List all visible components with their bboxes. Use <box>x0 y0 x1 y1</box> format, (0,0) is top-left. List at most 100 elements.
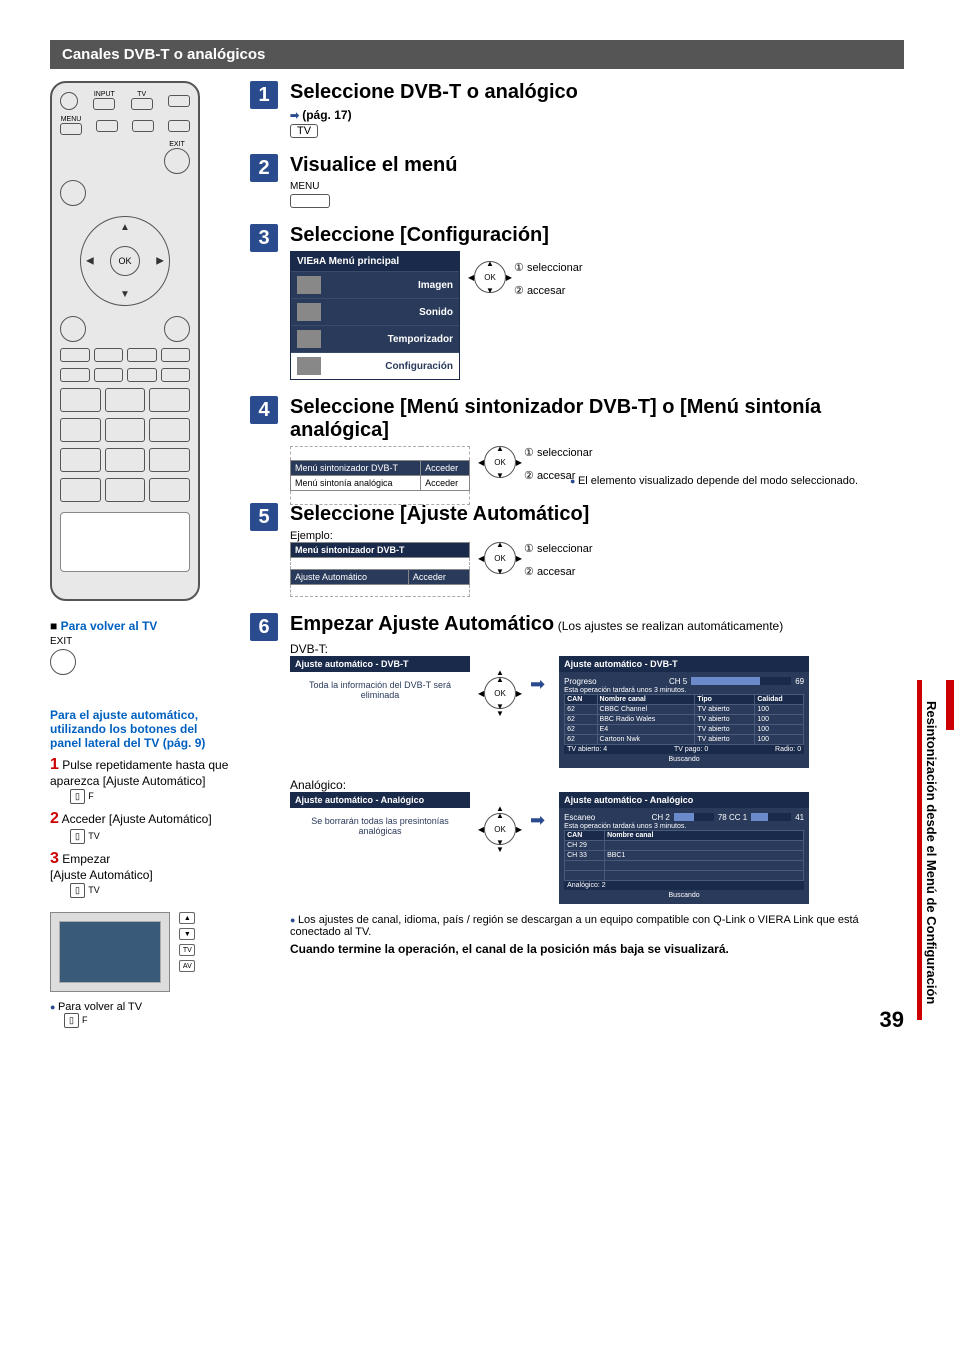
ok-control-6a: ▲ ◀OK▶ ▼ <box>484 668 516 718</box>
menu-item-temporizador: Temporizador <box>327 334 453 345</box>
remote-tv-label: TV <box>137 91 146 98</box>
seleccionar-4: seleccionar <box>537 447 593 459</box>
step-6-num: 6 <box>250 613 278 641</box>
page-number: 39 <box>880 1007 904 1033</box>
main-menu-panel: VIEᴙA Menú principal Imagen Sonido Tempo… <box>290 251 460 380</box>
dvbt-scan-panel: Ajuste automático - DVB-T Progreso CH 5 … <box>559 656 809 768</box>
step-2-title: Visualice el menú <box>290 154 904 177</box>
circ1-4: ① <box>524 447 534 459</box>
step-4-title: Seleccione [Menú sintonizador DVB-T] o [… <box>290 396 904 442</box>
buscando-2: Buscando <box>564 890 804 901</box>
circ1: ① <box>514 262 524 274</box>
accesar-3: accesar <box>527 285 566 297</box>
ana-cc: 78 CC 1 <box>718 813 747 822</box>
step-6: 6 Empezar Ajuste Automático (Los ajustes… <box>250 613 904 956</box>
step-5: 5 Seleccione [Ajuste Automático] Ejemplo… <box>250 503 904 597</box>
dvbt-menu-hdr: Menú sintonizador DVB-T <box>291 543 470 558</box>
dvbt-scan-hdr: Ajuste automático - DVB-T <box>559 656 809 672</box>
ok-control-4: ◀OK▶ <box>484 446 516 478</box>
remote-input-label: INPUT <box>94 91 115 98</box>
side-step3-btn: TV <box>88 885 100 895</box>
step-1: 1 Seleccione DVB-T o analógico (pág. 17)… <box>250 81 904 138</box>
ana-info-msg: Se borrarán todas las presintonías analó… <box>290 808 470 844</box>
auto-title: Para el ajuste automático, utilizando lo… <box>50 708 230 750</box>
menu-item-sonido: Sonido <box>327 307 453 318</box>
ejemplo-label: Ejemplo: <box>290 530 904 542</box>
tv-button: TV <box>290 124 318 138</box>
seleccionar-5: seleccionar <box>537 543 593 555</box>
tv-button-icon: ▯ <box>70 829 85 844</box>
step-1-ref: (pág. 17) <box>290 108 904 122</box>
f-button-icon: ▯ <box>70 789 85 804</box>
dvbt-info-panel: Ajuste automático - DVB-T Toda la inform… <box>290 656 470 708</box>
tv-pago-count: TV pago: 0 <box>674 746 708 753</box>
acceder-1: Acceder <box>421 461 470 476</box>
dvbt-label: DVB-T: <box>290 642 904 656</box>
ana-wait: Esta operación tardará unos 3 minutos. <box>564 823 804 830</box>
side-step2-text: Acceder [Ajuste Automático] <box>62 812 212 826</box>
dvbt-pct: 69 <box>795 677 804 686</box>
step-6-paren: (Los ajustes se realizan automáticamente… <box>558 619 783 633</box>
ana-info-hdr: Ajuste automático - Analógico <box>290 792 470 808</box>
acceder-2: Acceder <box>421 476 470 491</box>
remote-illustration: INPUT TV MENU <box>50 81 200 601</box>
return-tv-bottom: Para volver al TV ▯ F <box>50 1001 230 1028</box>
step-3-num: 3 <box>250 224 278 252</box>
menu-label: MENU <box>290 181 904 192</box>
step6-note: Los ajustes de canal, idioma, país / reg… <box>290 914 904 938</box>
menu-item-imagen: Imagen <box>327 280 453 291</box>
remote-exit-label: EXIT <box>169 141 185 148</box>
ok-control-3: ◀OK▶ <box>474 261 506 293</box>
step-4-num: 4 <box>250 396 278 424</box>
ana-info-panel: Ajuste automático - Analógico Se borrará… <box>290 792 470 844</box>
ana-ch: CH 2 <box>652 813 670 822</box>
tv-illustration <box>50 912 170 992</box>
dvbt-ch: CH 5 <box>669 677 687 686</box>
auto-setup-note: Para el ajuste automático, utilizando lo… <box>50 708 230 1028</box>
progreso-label: Progreso <box>564 677 596 686</box>
step4-note: El elemento visualizado depende del modo… <box>570 475 904 487</box>
step-5-num: 5 <box>250 503 278 531</box>
row-dvbt: Menú sintonizador DVB-T <box>291 461 421 476</box>
side-step2-btn: TV <box>88 831 100 841</box>
side-tab: Resintonización desde el Menú de Configu… <box>917 680 939 1020</box>
menu-button-icon <box>290 194 330 208</box>
dvbt-info-hdr: Ajuste automático - DVB-T <box>290 656 470 672</box>
side-step3b-text: [Ajuste Automático] <box>50 868 153 882</box>
seleccionar-3: seleccionar <box>527 262 583 274</box>
remote-menu-label: MENU <box>61 116 82 123</box>
ana-pct: 41 <box>795 813 804 822</box>
section-header: Canales DVB-T o analógicos <box>50 40 904 69</box>
ana-scan-table: CANNombre canal CH 29 CH 33BBC1 <box>564 830 804 881</box>
return-tv-title: Para volver al TV <box>61 619 158 633</box>
step-4: 4 Seleccione [Menú sintonizador DVB-T] o… <box>250 396 904 487</box>
tv-side-buttons: ▲▼TVAV <box>179 912 195 972</box>
remote-ok-button: OK <box>110 246 140 276</box>
ok-control-6b: ▲ ◀OK▶ ▼ <box>484 804 516 854</box>
dvbt-info-msg: Toda la información del DVB-T será elimi… <box>290 672 470 708</box>
menu-item-configuracion: Configuración <box>327 361 453 372</box>
dvbt-scan-table: CANNombre canalTipoCalidad 62CBBC Channe… <box>564 694 804 745</box>
row-analog: Menú sintonía analógica <box>291 476 421 491</box>
escaneo-label: Escaneo <box>564 813 595 822</box>
ajuste-auto-row: Ajuste Automático <box>291 570 409 585</box>
exit-label: EXIT <box>50 636 72 647</box>
ana-scan-hdr: Ajuste automático - Analógico <box>559 792 809 808</box>
ana-scan-panel: Ajuste automático - Analógico Escaneo CH… <box>559 792 809 904</box>
circ1-5: ① <box>524 543 534 555</box>
step-2-num: 2 <box>250 154 278 182</box>
arrow-icon-2: ➡ <box>530 810 545 831</box>
auto-setup-table: Menú sintonizador DVB-T Ajuste Automátic… <box>290 542 470 597</box>
circ2-4: ② <box>524 470 534 482</box>
accesar-5: accesar <box>537 566 576 578</box>
dvbt-wait: Esta operación tardará unos 3 minutos. <box>564 687 804 694</box>
side-step3-num: 3 <box>50 850 59 867</box>
step-5-title: Seleccione [Ajuste Automático] <box>290 503 904 526</box>
circ2-5: ② <box>524 566 534 578</box>
acceder-5: Acceder <box>408 570 469 585</box>
tv-abierto-count: TV abierto: 4 <box>567 746 607 753</box>
main-steps: 1 Seleccione DVB-T o analógico (pág. 17)… <box>250 81 904 1028</box>
analogico-count: Analógico: 2 <box>564 881 804 890</box>
menu-header: VIEᴙA Menú principal <box>291 252 459 271</box>
step-2: 2 Visualice el menú MENU <box>250 154 904 208</box>
